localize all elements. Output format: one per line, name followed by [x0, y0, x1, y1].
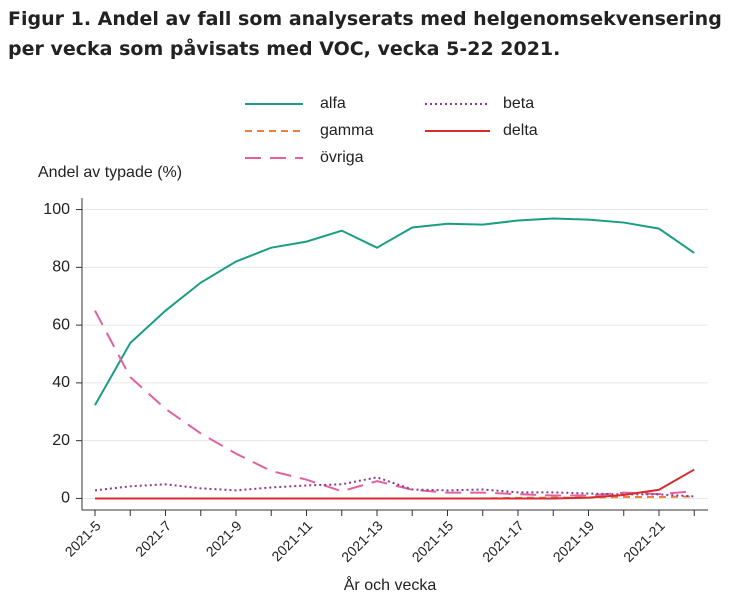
line	[95, 468, 695, 500]
x-tick-label: 2021-15	[409, 517, 457, 565]
y-tick-label: 0	[61, 490, 70, 507]
x-tick-label: 2021-11	[268, 517, 315, 564]
y-tick-label: 60	[52, 316, 70, 333]
x-tick-label: 2021-7	[132, 517, 174, 559]
y-axis-title: Andel av typade (%)	[38, 164, 182, 181]
x-tick-label: 2021-13	[338, 517, 386, 565]
line	[94, 310, 695, 497]
legend-label: delta	[503, 122, 538, 139]
line	[94, 476, 695, 498]
y-tick-label: 20	[52, 432, 70, 449]
x-tick-label: 2021-9	[203, 517, 245, 559]
y-tick-label: 80	[52, 259, 70, 276]
legend-label: gamma	[320, 122, 373, 139]
legend-label: beta	[503, 95, 534, 112]
y-tick-label: 40	[52, 374, 70, 391]
chart-title: Figur 1. Andel av fall som analyserats m…	[8, 8, 722, 60]
x-tick-label: 2021-5	[62, 517, 104, 559]
x-tick-label: 2021-21	[620, 517, 668, 565]
x-axis-title: År och vecka	[344, 575, 437, 594]
x-tick-label: 2021-17	[479, 517, 527, 565]
line	[94, 217, 695, 406]
legend-label: övriga	[320, 149, 364, 166]
x-tick-label: 2021-19	[550, 517, 598, 565]
legend-label: alfa	[320, 95, 346, 112]
y-tick-label: 100	[43, 201, 70, 218]
